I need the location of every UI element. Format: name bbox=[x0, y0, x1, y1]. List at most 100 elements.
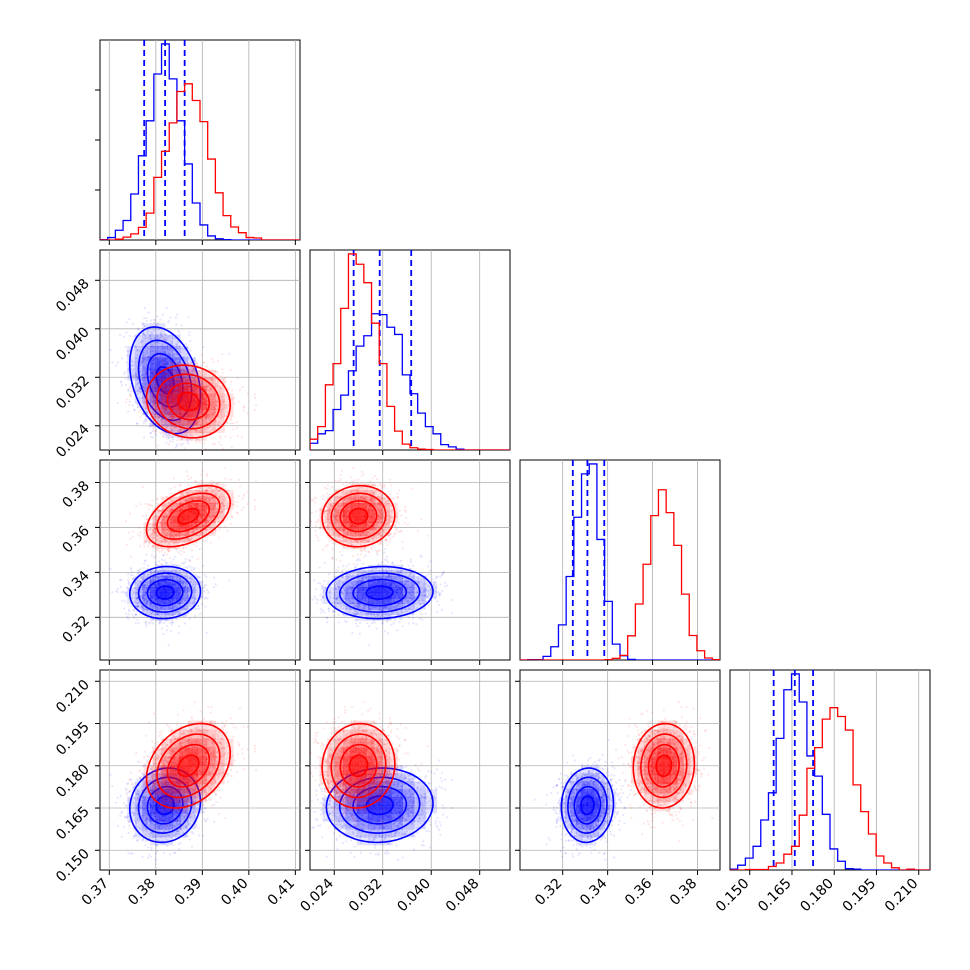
scatter-point bbox=[157, 570, 160, 574]
scatter-point bbox=[166, 346, 169, 349]
scatter-point bbox=[177, 612, 180, 615]
scatter-point bbox=[140, 606, 143, 609]
scatter-point bbox=[212, 395, 215, 398]
scatter-point bbox=[173, 352, 176, 355]
scatter-point bbox=[154, 569, 157, 572]
scatter-point bbox=[167, 573, 170, 576]
scatter-point bbox=[216, 359, 220, 362]
scatter-point bbox=[186, 371, 189, 374]
scatter-point bbox=[242, 409, 245, 412]
scatter-point bbox=[126, 616, 129, 619]
scatter-point bbox=[158, 400, 161, 403]
scatter-point bbox=[168, 353, 172, 356]
scatter-point bbox=[122, 372, 126, 375]
scatter-point bbox=[179, 419, 182, 422]
scatter-point bbox=[144, 583, 147, 587]
scatter-point bbox=[178, 418, 181, 421]
scatter-point bbox=[142, 332, 145, 336]
scatter-point bbox=[180, 444, 183, 447]
scatter-point bbox=[211, 408, 214, 412]
scatter-point bbox=[236, 435, 239, 438]
scatter-point bbox=[171, 336, 174, 339]
scatter-point bbox=[143, 401, 146, 404]
scatter-point bbox=[187, 434, 190, 437]
scatter-point bbox=[134, 361, 137, 364]
scatter-point bbox=[154, 604, 157, 607]
scatter-point bbox=[160, 405, 163, 408]
scatter-point bbox=[143, 377, 146, 380]
scatter-point bbox=[180, 600, 184, 603]
scatter-point bbox=[155, 613, 158, 616]
scatter-point bbox=[194, 440, 198, 443]
scatter-point bbox=[200, 428, 203, 431]
scatter-point bbox=[154, 433, 157, 436]
scatter-point bbox=[153, 319, 156, 322]
scatter-point bbox=[176, 504, 179, 507]
density-cell bbox=[165, 357, 173, 370]
scatter-point bbox=[150, 611, 154, 614]
scatter-point bbox=[145, 609, 148, 612]
scatter-point bbox=[155, 405, 158, 409]
scatter-point bbox=[139, 590, 142, 593]
scatter-point bbox=[121, 357, 124, 360]
scatter-point bbox=[175, 610, 178, 613]
scatter-point bbox=[253, 408, 257, 411]
scatter-point bbox=[168, 364, 171, 367]
scatter-point bbox=[198, 612, 202, 615]
scatter-point bbox=[190, 429, 193, 433]
scatter-point bbox=[169, 536, 172, 539]
scatter-point bbox=[160, 418, 163, 422]
scatter-point bbox=[158, 621, 162, 625]
scatter-point bbox=[202, 419, 205, 423]
scatter-point bbox=[198, 381, 201, 385]
scatter-point bbox=[176, 422, 179, 425]
density-cell bbox=[188, 401, 198, 410]
scatter-point bbox=[172, 499, 175, 503]
scatter-point bbox=[214, 370, 218, 373]
scatter-point bbox=[150, 612, 153, 615]
scatter-point bbox=[192, 380, 195, 383]
scatter-point bbox=[215, 400, 219, 403]
scatter-point bbox=[197, 383, 200, 386]
scatter-point bbox=[172, 352, 175, 355]
scatter-point bbox=[183, 587, 186, 590]
scatter-point bbox=[163, 362, 166, 365]
scatter-point bbox=[166, 454, 168, 456]
scatter-point bbox=[151, 578, 154, 581]
scatter-point bbox=[172, 349, 175, 352]
scatter-point bbox=[218, 390, 221, 394]
scatter-point bbox=[207, 411, 210, 414]
scatter-point bbox=[156, 335, 159, 338]
scatter-point bbox=[165, 528, 168, 531]
scatter-point bbox=[134, 344, 137, 347]
scatter-point bbox=[175, 610, 178, 614]
scatter-point bbox=[168, 533, 171, 536]
scatter-point bbox=[201, 493, 204, 497]
scatter-point bbox=[187, 422, 190, 425]
scatter-point bbox=[139, 387, 142, 391]
scatter-point bbox=[189, 580, 192, 583]
scatter-point bbox=[188, 330, 191, 334]
scatter-point bbox=[154, 515, 158, 518]
scatter-point bbox=[157, 560, 161, 563]
scatter-point bbox=[186, 439, 189, 442]
scatter-point bbox=[199, 378, 203, 381]
scatter-point bbox=[177, 551, 180, 554]
scatter-point bbox=[184, 588, 187, 591]
scatter-point bbox=[214, 404, 218, 407]
scatter-point bbox=[146, 608, 149, 612]
scatter-point bbox=[191, 425, 194, 428]
scatter-point bbox=[132, 368, 136, 371]
scatter-point bbox=[161, 404, 164, 408]
scatter-point bbox=[241, 497, 244, 500]
scatter-point bbox=[201, 496, 204, 499]
scatter-point bbox=[212, 454, 214, 456]
scatter-point bbox=[161, 395, 165, 398]
panel-frame bbox=[309, 249, 511, 451]
scatter-point bbox=[224, 484, 228, 487]
scatter-point bbox=[246, 392, 249, 395]
scatter-point bbox=[161, 351, 164, 354]
scatter-point bbox=[199, 441, 202, 444]
scatter-point bbox=[139, 390, 142, 394]
scatter-point bbox=[128, 583, 131, 586]
